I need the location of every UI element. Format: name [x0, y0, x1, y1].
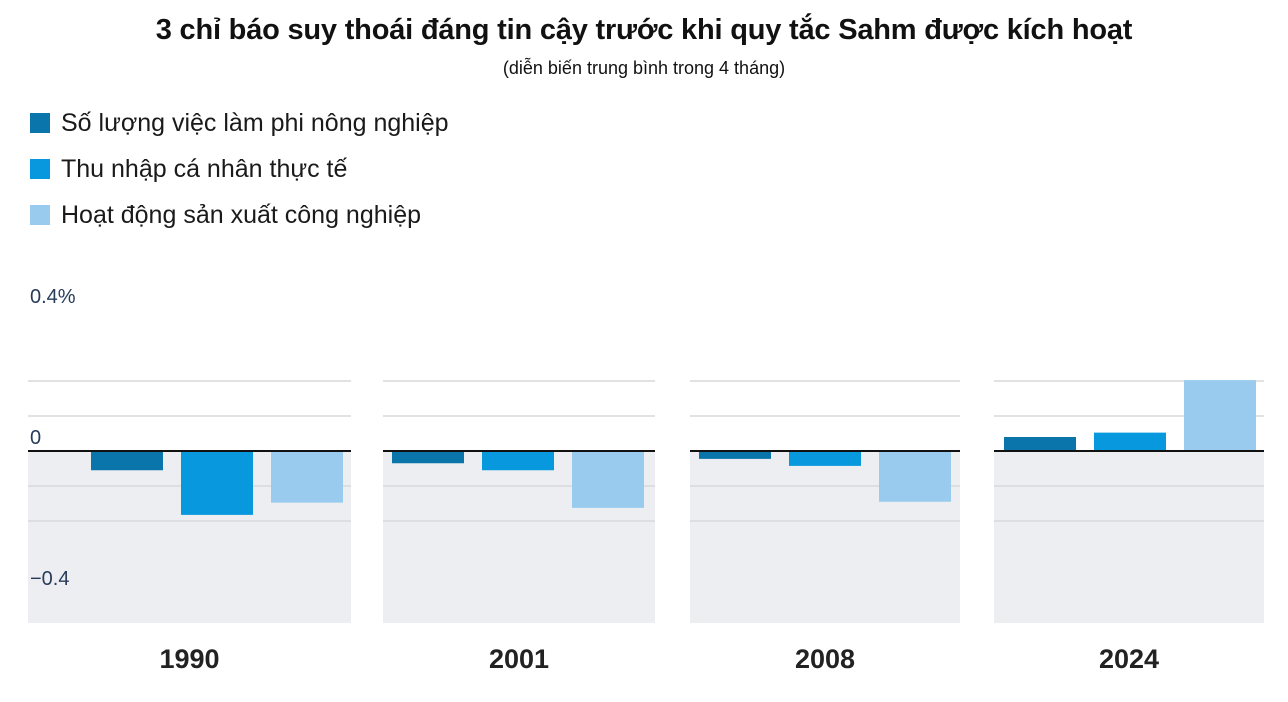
bar-1990-series-2 [181, 451, 253, 515]
bar-2001-series-2 [482, 451, 554, 471]
bar-1990-series-3 [271, 451, 343, 503]
bar-2001-series-1 [392, 451, 464, 464]
bar-2024-series-2 [1094, 432, 1166, 451]
y-tick-label: 0.4% [30, 286, 76, 308]
legend-label: Số lượng việc làm phi nông nghiệp [61, 108, 449, 137]
legend: Số lượng việc làm phi nông nghiệp Thu nh… [30, 100, 449, 238]
legend-label: Thu nhập cá nhân thực tế [61, 154, 348, 183]
legend-label: Hoạt động sản xuất công nghiệp [61, 200, 421, 229]
bar-2008-series-1 [699, 451, 771, 459]
legend-swatch [30, 113, 50, 133]
bar-2008-series-3 [879, 451, 951, 502]
legend-item-nonfarm-payrolls: Số lượng việc làm phi nông nghiệp [30, 100, 449, 146]
category-label: 2001 [489, 644, 549, 674]
chart-subtitle: (diễn biến trung bình trong 4 tháng) [502, 58, 786, 78]
negative-band [994, 451, 1264, 623]
category-label: 2008 [795, 644, 855, 674]
legend-swatch [30, 205, 50, 225]
bar-2024-series-1 [1004, 437, 1076, 451]
bar-1990-series-1 [91, 451, 163, 471]
bar-2001-series-3 [572, 451, 644, 508]
legend-swatch [30, 159, 50, 179]
category-label: 2024 [1099, 644, 1159, 674]
legend-item-real-personal-income: Thu nhập cá nhân thực tế [30, 146, 449, 192]
legend-item-industrial-production: Hoạt động sản xuất công nghiệp [30, 192, 449, 238]
y-tick-label: −0.4 [30, 568, 69, 590]
bar-2024-series-3 [1184, 380, 1256, 451]
y-tick-label: 0 [30, 427, 41, 449]
chart-title: 3 chỉ báo suy thoái đáng tin cậy trước k… [155, 14, 1133, 46]
category-label: 1990 [159, 644, 219, 674]
bar-2008-series-2 [789, 451, 861, 466]
